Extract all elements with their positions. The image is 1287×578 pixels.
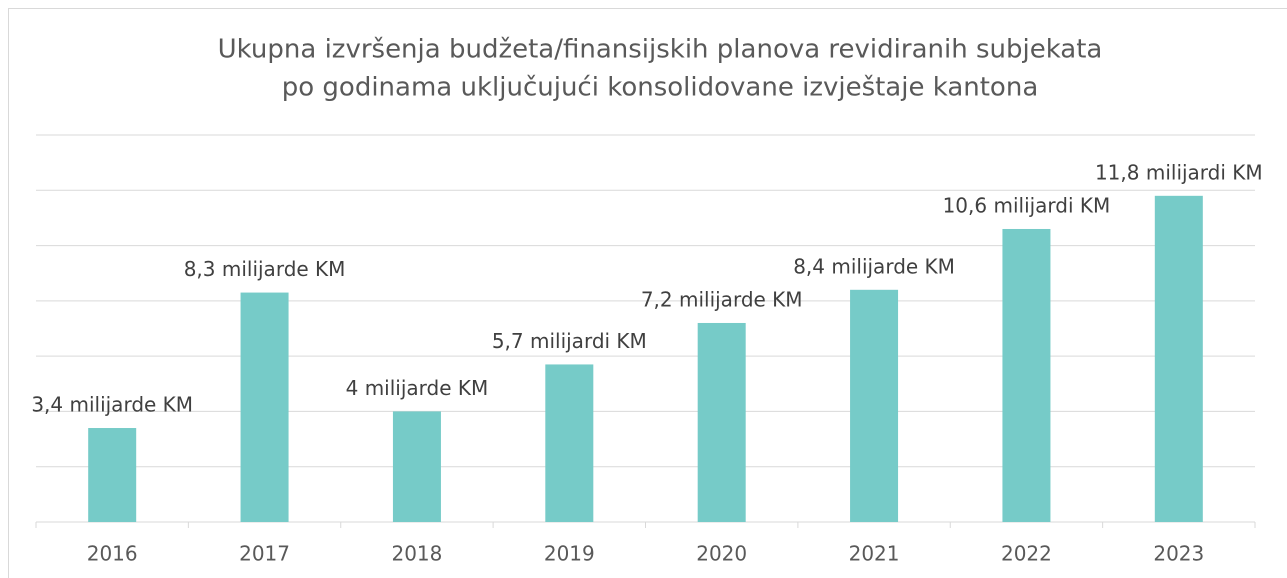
x-tick-label: 2021: [849, 542, 900, 566]
data-label: 3,4 milijarde KM: [31, 393, 193, 417]
data-label: 5,7 milijardi KM: [492, 329, 647, 353]
x-tick-label: 2016: [87, 542, 138, 566]
data-label: 10,6 milijardi KM: [943, 193, 1111, 217]
bar: [392, 411, 441, 522]
bar: [240, 292, 289, 522]
x-tick-label: 2018: [391, 542, 442, 566]
bar: [88, 428, 137, 522]
chart-title: po godinama uključujući konsolidovane iz…: [282, 73, 1039, 103]
x-tick-label: 2017: [239, 542, 290, 566]
x-tick-label: 2019: [544, 542, 595, 566]
bar: [697, 322, 746, 522]
chart-frame: [8, 8, 1287, 578]
chart-title: Ukupna izvršenja budžeta/finansijskih pl…: [218, 35, 1103, 65]
data-label: 11,8 milijardi KM: [1095, 160, 1263, 184]
x-tick-label: 2022: [1001, 542, 1052, 566]
data-label: 8,3 milijarde KM: [184, 257, 346, 281]
data-label: 7,2 milijarde KM: [641, 287, 803, 311]
bar: [545, 364, 594, 522]
bar: [1154, 195, 1203, 523]
data-label: 8,4 milijarde KM: [793, 254, 955, 278]
bar: [850, 289, 899, 522]
x-tick-label: 2023: [1153, 542, 1204, 566]
bar: [1002, 228, 1051, 522]
data-label: 4 milijarde KM: [346, 376, 489, 400]
x-tick-label: 2020: [696, 542, 747, 566]
